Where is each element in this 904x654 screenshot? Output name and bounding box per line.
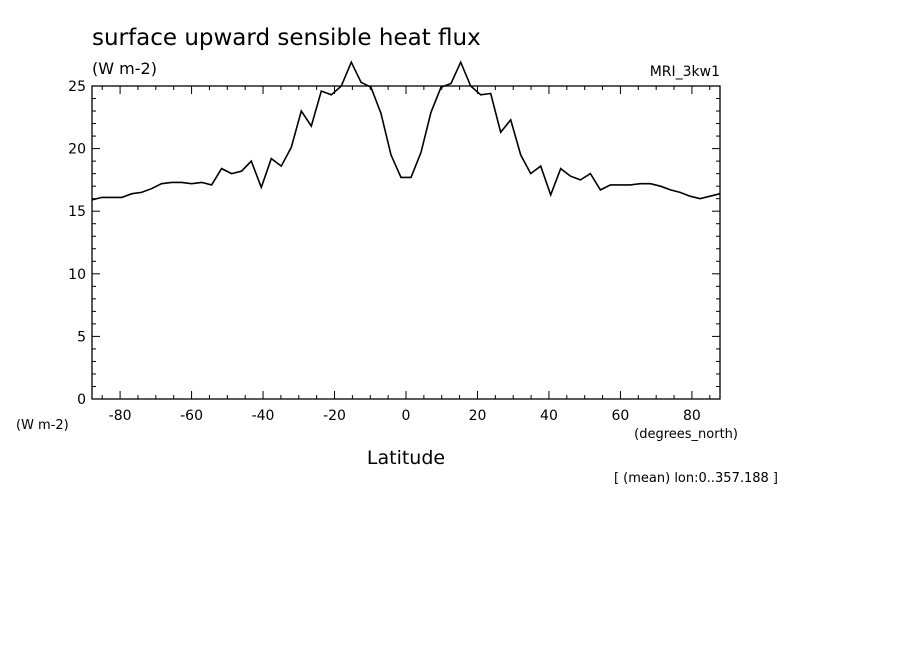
x-tick-label: -60: [180, 408, 203, 424]
x-tick-label: 80: [683, 408, 701, 424]
plot-area: 0 5 10 15 20 25 -80 -60 -40 -20 0 20 40 60 80: [68, 60, 721, 424]
series-line: [91, 60, 721, 201]
y-tick-label: 10: [68, 267, 86, 283]
y-tick-label: 15: [68, 204, 86, 220]
x-tick-label: -20: [323, 408, 346, 424]
x-axis-label: Latitude: [367, 447, 445, 469]
x-tick-label: -40: [252, 408, 275, 424]
model-label: MRI_3kw1: [650, 64, 720, 80]
x-tick-label: 0: [402, 408, 411, 424]
x-axis-units: (degrees_north): [634, 427, 738, 442]
plot-frame: [91, 85, 721, 400]
y-tick-label: 5: [77, 329, 86, 345]
x-tick-label: -80: [109, 408, 132, 424]
y-tick-label: 25: [68, 79, 86, 95]
x-tick-label: 60: [612, 408, 630, 424]
x-axis: -80 -60 -40 -20 0 20 40 60 80: [101, 86, 711, 424]
x-tick-label: 40: [540, 408, 558, 424]
units-label: (W m-2): [92, 59, 157, 78]
y-tick-label: 20: [68, 142, 86, 158]
chart-title: surface upward sensible heat flux: [92, 25, 481, 51]
y-axis-label: (W m-2): [16, 418, 69, 433]
x-tick-label: 20: [469, 408, 487, 424]
footnote: [ (mean) lon:0..357.188 ]: [614, 471, 778, 486]
y-tick-label: 0: [77, 392, 86, 408]
y-axis: 0 5 10 15 20 25: [68, 79, 720, 408]
